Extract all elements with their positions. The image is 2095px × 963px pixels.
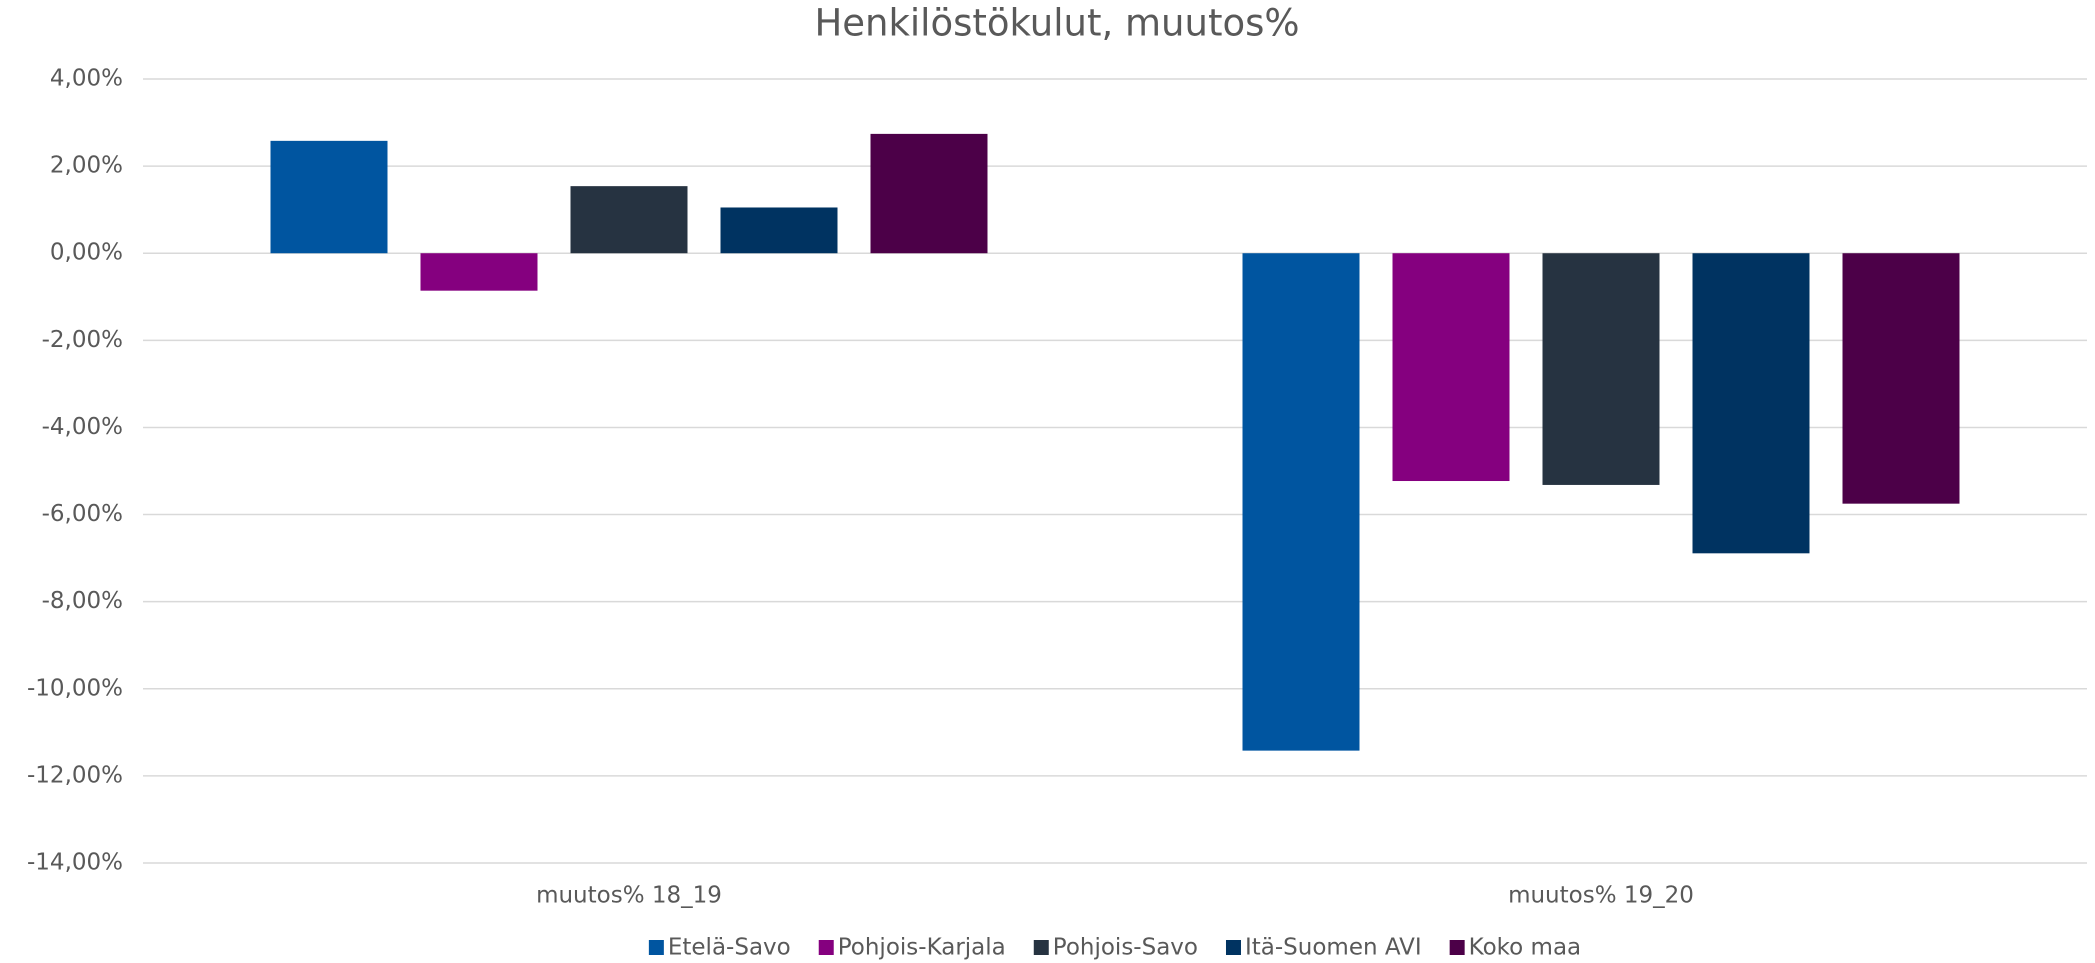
legend-swatch <box>1225 940 1241 955</box>
y-tick-label: -14,00% <box>27 850 123 876</box>
bar <box>1692 253 1810 554</box>
bar <box>1842 253 1960 504</box>
legend-label: Etelä-Savo <box>668 935 791 961</box>
legend-swatch <box>648 940 664 955</box>
chart-title: Henkilöstökulut, muutos% <box>814 2 1299 45</box>
y-tick-label: 0,00% <box>50 240 123 266</box>
bar <box>1242 253 1360 751</box>
y-tick-label: -4,00% <box>42 414 123 440</box>
y-tick-label: -2,00% <box>42 327 123 353</box>
y-tick-label: 2,00% <box>50 153 123 179</box>
bar <box>720 207 838 254</box>
bar <box>270 140 388 254</box>
bar <box>1392 253 1510 482</box>
legend-label: Koko maa <box>1469 935 1581 961</box>
y-tick-label: -10,00% <box>27 675 123 701</box>
legend-swatch <box>1449 940 1465 955</box>
y-tick-label: -8,00% <box>42 588 123 614</box>
x-tick-label: muutos% 18_19 <box>536 883 722 909</box>
y-tick-label: -6,00% <box>42 501 123 527</box>
legend-swatch <box>818 940 834 955</box>
legend-label: Pohjois-Karjala <box>838 935 1006 961</box>
legend-label: Pohjois-Savo <box>1053 935 1198 961</box>
bar <box>870 133 988 254</box>
bar <box>570 186 688 254</box>
legend-swatch <box>1033 940 1049 955</box>
legend-label: Itä-Suomen AVI <box>1245 935 1422 961</box>
y-tick-label: 4,00% <box>50 66 123 92</box>
y-tick-label: -12,00% <box>27 762 123 788</box>
x-tick-label: muutos% 19_20 <box>1508 883 1694 909</box>
bar <box>1542 253 1660 485</box>
bar <box>420 253 538 291</box>
